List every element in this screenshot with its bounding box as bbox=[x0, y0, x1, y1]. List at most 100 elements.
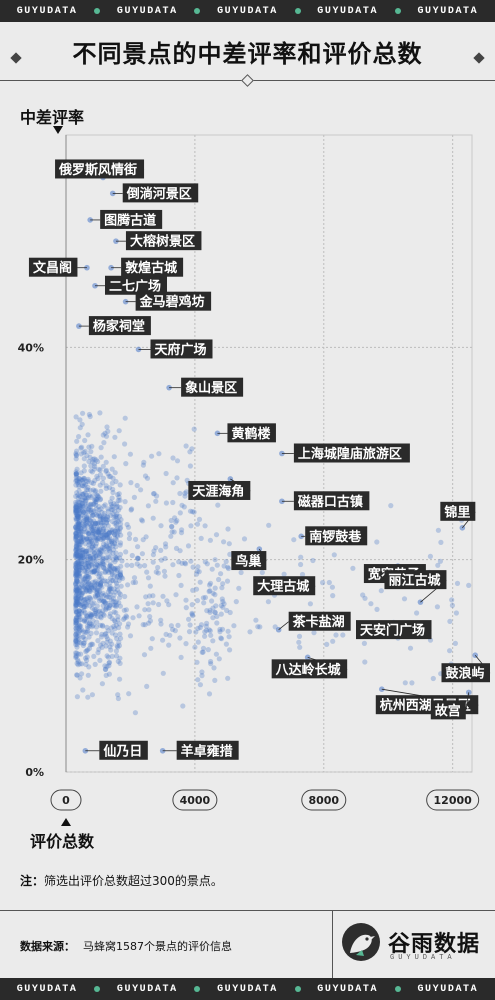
data-point bbox=[81, 640, 87, 647]
data-point bbox=[219, 626, 226, 632]
data-point bbox=[76, 528, 82, 534]
data-point bbox=[79, 539, 85, 545]
data-point bbox=[104, 653, 110, 659]
data-point bbox=[75, 556, 81, 563]
data-point bbox=[82, 495, 88, 501]
data-point bbox=[81, 585, 87, 591]
data-point bbox=[101, 561, 107, 568]
data-point bbox=[81, 640, 87, 646]
data-point bbox=[79, 549, 85, 556]
data-point bbox=[78, 596, 84, 602]
data-point bbox=[414, 610, 420, 616]
data-point bbox=[108, 474, 114, 480]
point-label: 象山景区 bbox=[185, 380, 237, 396]
data-point bbox=[109, 568, 115, 575]
data-point bbox=[75, 586, 81, 592]
data-point bbox=[79, 512, 85, 518]
data-point bbox=[113, 515, 119, 521]
data-point bbox=[227, 609, 233, 616]
data-point bbox=[73, 596, 80, 602]
data-point bbox=[77, 522, 83, 528]
data-point bbox=[114, 583, 120, 589]
data-point bbox=[225, 526, 231, 532]
data-point bbox=[85, 494, 91, 500]
data-point bbox=[100, 515, 106, 521]
data-point bbox=[94, 536, 100, 542]
data-point bbox=[87, 504, 93, 510]
data-point bbox=[91, 587, 97, 593]
data-point bbox=[73, 507, 79, 514]
data-point bbox=[81, 597, 87, 603]
data-source: 数据来源： 马蜂窝1587个景点的评价信息 bbox=[20, 938, 232, 954]
axis-ticks: 0%20%40%0 4000 8000 12000 bbox=[18, 341, 480, 811]
data-point bbox=[92, 488, 98, 494]
point-label: 倒淌河景区 bbox=[126, 186, 192, 202]
data-point bbox=[99, 598, 105, 604]
data-point bbox=[182, 490, 188, 496]
data-point bbox=[91, 607, 97, 613]
data-point bbox=[91, 550, 97, 556]
data-point bbox=[113, 565, 119, 571]
data-point bbox=[102, 600, 108, 607]
data-point bbox=[82, 616, 88, 623]
data-point bbox=[73, 509, 79, 515]
data-point bbox=[74, 478, 80, 484]
data-point bbox=[103, 433, 110, 439]
data-point bbox=[77, 623, 83, 629]
data-point bbox=[210, 590, 216, 596]
data-point bbox=[130, 579, 136, 586]
data-point bbox=[90, 549, 96, 555]
data-point bbox=[218, 635, 224, 641]
data-point bbox=[74, 660, 80, 667]
data-point bbox=[98, 520, 104, 526]
data-point bbox=[98, 610, 104, 617]
data-point bbox=[77, 614, 83, 620]
data-point bbox=[84, 657, 90, 664]
data-point bbox=[73, 631, 79, 637]
data-point bbox=[90, 512, 96, 518]
point-label-box bbox=[188, 480, 251, 500]
data-point bbox=[113, 544, 119, 550]
data-point bbox=[76, 520, 82, 527]
logo-text: 谷雨数据 bbox=[388, 932, 481, 957]
data-point bbox=[78, 526, 84, 532]
data-point bbox=[93, 457, 99, 463]
point-label: 文昌阁 bbox=[33, 260, 72, 276]
data-point bbox=[88, 502, 94, 508]
data-point bbox=[85, 476, 91, 482]
data-point bbox=[221, 601, 227, 607]
data-point bbox=[79, 582, 85, 588]
data-point bbox=[102, 566, 108, 572]
data-point bbox=[129, 562, 135, 569]
data-point bbox=[77, 503, 83, 509]
data-point bbox=[80, 549, 86, 555]
x-tick-pill bbox=[426, 789, 480, 811]
data-point bbox=[99, 631, 105, 637]
band-text: GUYUDATA bbox=[116, 983, 178, 995]
data-point bbox=[109, 466, 115, 472]
data-point bbox=[77, 510, 83, 517]
data-point bbox=[77, 499, 83, 505]
data-point bbox=[103, 483, 109, 489]
data-point bbox=[83, 497, 89, 503]
data-point bbox=[83, 553, 89, 560]
data-point bbox=[75, 538, 81, 544]
data-point bbox=[187, 449, 193, 455]
data-point bbox=[447, 618, 453, 625]
data-point bbox=[189, 446, 195, 452]
data-point bbox=[100, 590, 106, 596]
data-point bbox=[192, 644, 198, 650]
data-point bbox=[100, 603, 106, 609]
data-point bbox=[125, 621, 132, 627]
data-point bbox=[82, 541, 88, 547]
data-point bbox=[117, 572, 123, 578]
data-point bbox=[214, 613, 220, 620]
data-point bbox=[79, 444, 85, 450]
data-point bbox=[106, 547, 112, 553]
data-point bbox=[87, 454, 93, 460]
dot-icon bbox=[394, 8, 401, 14]
data-point bbox=[221, 563, 227, 569]
data-point bbox=[107, 565, 113, 571]
data-point bbox=[76, 521, 82, 527]
data-point bbox=[97, 467, 103, 473]
